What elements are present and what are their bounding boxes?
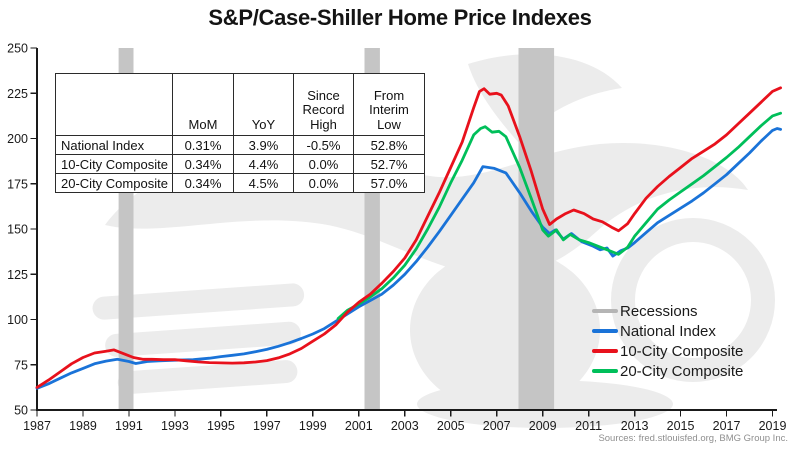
- legend: Recessions National Index 10-City Compos…: [592, 301, 743, 381]
- y-tick-label: 50: [14, 404, 28, 418]
- y-tick-label: 100: [7, 313, 28, 327]
- ten-city-swatch: [592, 348, 618, 354]
- cell-mom: 0.34%: [172, 154, 234, 174]
- cell-yoy: 4.4%: [233, 154, 294, 174]
- cell-since-record-high: -0.5%: [293, 135, 354, 155]
- cell-since-record-high: 0.0%: [293, 154, 354, 174]
- cell-from-interim-low: 57.0%: [353, 173, 425, 193]
- x-tick-label: 2011: [575, 419, 602, 433]
- x-tick-label: 1995: [207, 419, 235, 433]
- x-tick-label: 2017: [713, 419, 741, 433]
- table-row-20-city: 20-City Composite 0.34% 4.5% 0.0% 57.0%: [55, 173, 425, 193]
- x-tick-label: 1987: [23, 419, 51, 433]
- y-tick-label: 125: [7, 268, 28, 282]
- legend-item-national-index: National Index: [592, 321, 743, 341]
- x-tick-label: 2003: [391, 419, 419, 433]
- x-tick-label: 2013: [621, 419, 649, 433]
- national-index-swatch: [592, 328, 618, 334]
- x-tick-label: 2001: [345, 419, 373, 433]
- series-line-10-city-composite: [35, 86, 782, 389]
- header-since-record-high: Since Record High: [293, 73, 354, 136]
- header-mom: MoM: [172, 73, 234, 136]
- recessions-swatch: [592, 308, 618, 314]
- y-tick-label: 200: [7, 132, 28, 146]
- header-from-interim-low: From Interim Low: [353, 73, 425, 136]
- x-tick-label: 2015: [667, 419, 695, 433]
- page-title: S&P/Case-Shiller Home Price Indexes: [208, 5, 592, 30]
- cell-from-interim-low: 52.8%: [353, 135, 425, 155]
- y-tick-label: 225: [7, 87, 28, 101]
- x-tick-label: 1997: [253, 419, 281, 433]
- y-tick-label: 75: [14, 358, 28, 372]
- legend-item-20-city: 20-City Composite: [592, 361, 743, 381]
- legend-label: 20-City Composite: [620, 362, 744, 380]
- stats-table-header-row: MoM YoY Since Record High From Interim L…: [55, 73, 425, 136]
- legend-item-recessions: Recessions: [592, 301, 743, 321]
- cell-yoy: 4.5%: [233, 173, 294, 193]
- row-label: 10-City Composite: [55, 154, 173, 174]
- x-tick-label: 1991: [115, 419, 143, 433]
- row-label: National Index: [55, 135, 173, 155]
- y-tick-label: 150: [7, 223, 28, 237]
- series-line-20-city-composite: [336, 111, 782, 321]
- cell-from-interim-low: 52.7%: [353, 154, 425, 174]
- legend-label: 10-City Composite: [620, 342, 744, 360]
- legend-label: National Index: [620, 322, 716, 340]
- x-tick-label: 2007: [483, 419, 511, 433]
- cell-mom: 0.31%: [172, 135, 234, 155]
- twenty-city-swatch: [592, 368, 618, 374]
- x-tick-label: 2009: [529, 419, 557, 433]
- y-tick-label: 250: [7, 42, 28, 56]
- row-label: 20-City Composite: [55, 173, 173, 193]
- table-row-national-index: National Index 0.31% 3.9% -0.5% 52.8%: [55, 135, 425, 155]
- stats-table: MoM YoY Since Record High From Interim L…: [55, 73, 425, 193]
- x-tick-label: 2005: [437, 419, 465, 433]
- y-tick-label: 175: [7, 177, 28, 191]
- x-tick-label: 1993: [161, 419, 189, 433]
- source-note: Sources: fred.stlouisfed.org, BMG Group …: [598, 433, 788, 444]
- x-tick-label: 1989: [69, 419, 97, 433]
- cell-since-record-high: 0.0%: [293, 173, 354, 193]
- cell-yoy: 3.9%: [233, 135, 294, 155]
- header-blank: [55, 73, 173, 136]
- cell-mom: 0.34%: [172, 173, 234, 193]
- legend-item-10-city: 10-City Composite: [592, 341, 743, 361]
- legend-label: Recessions: [620, 302, 698, 320]
- table-row-10-city: 10-City Composite 0.34% 4.4% 0.0% 52.7%: [55, 154, 425, 174]
- header-yoy: YoY: [233, 73, 294, 136]
- x-tick-label: 1999: [299, 419, 327, 433]
- recession-band: [518, 48, 555, 410]
- x-tick-label: 2019: [759, 419, 787, 433]
